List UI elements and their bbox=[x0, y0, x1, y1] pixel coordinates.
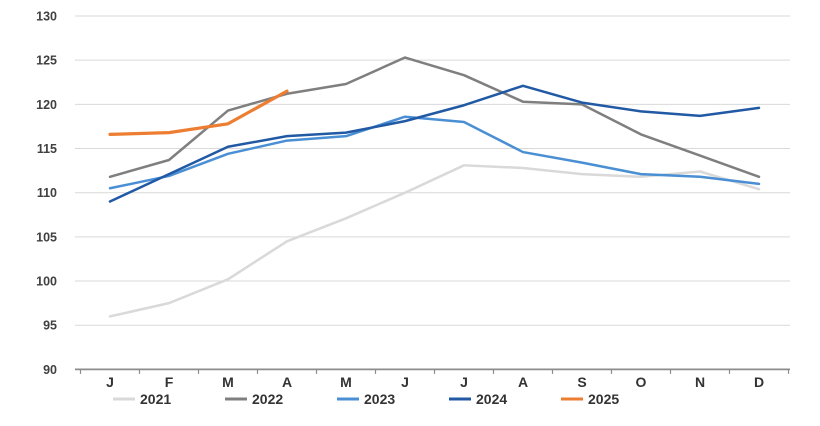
legend-label-2024: 2024 bbox=[476, 391, 507, 407]
legend-label-2021: 2021 bbox=[140, 391, 171, 407]
x-tick-label-10: O bbox=[636, 374, 647, 390]
y-tick-label-125: 125 bbox=[36, 54, 57, 68]
y-gridlines bbox=[75, 15, 790, 326]
y-tick-label-95: 95 bbox=[43, 319, 57, 333]
x-tick-label-9: S bbox=[577, 374, 586, 390]
series-line-2023 bbox=[108, 115, 761, 190]
x-tick-label-3: M bbox=[222, 374, 234, 390]
legend-item-2025: 2025 bbox=[561, 391, 619, 407]
x-tick-label-4: A bbox=[282, 374, 292, 390]
x-tick-label-1: J bbox=[106, 374, 114, 390]
x-tick-label-5: M bbox=[340, 374, 352, 390]
x-tick-label-8: A bbox=[518, 374, 528, 390]
chart-legend: 2021 2022 2023 2024 2025 bbox=[113, 391, 619, 407]
x-tick-label-6: J bbox=[401, 374, 409, 390]
x-tick-label-11: N bbox=[695, 374, 705, 390]
legend-label-2023: 2023 bbox=[364, 391, 395, 407]
x-tick-label-7: J bbox=[460, 374, 468, 390]
y-tick-label-105: 105 bbox=[36, 230, 57, 244]
legend-item-2022: 2022 bbox=[225, 391, 283, 407]
y-tick-label-120: 120 bbox=[36, 98, 57, 112]
legend-item-2021: 2021 bbox=[113, 391, 171, 407]
series-lines bbox=[108, 56, 761, 318]
x-tick-label-12: D bbox=[754, 374, 764, 390]
y-tick-label-110: 110 bbox=[37, 186, 57, 200]
legend-label-2022: 2022 bbox=[252, 391, 283, 407]
legend-label-2025: 2025 bbox=[588, 391, 619, 407]
y-tick-label-90: 90 bbox=[43, 363, 57, 377]
legend-item-2024: 2024 bbox=[449, 391, 507, 407]
series-line-2024 bbox=[108, 84, 761, 203]
y-tick-label-100: 100 bbox=[36, 275, 57, 289]
y-tick-label-130: 130 bbox=[36, 10, 57, 24]
x-axis bbox=[75, 368, 790, 374]
series-line-2021 bbox=[108, 164, 761, 318]
y-tick-label-115: 115 bbox=[37, 142, 57, 156]
x-tick-label-2: F bbox=[165, 374, 174, 390]
legend-item-2023: 2023 bbox=[337, 391, 395, 407]
y-axis-labels: 90 95 100 105 110 115 120 125 130 bbox=[36, 10, 57, 377]
series-line-2025 bbox=[108, 89, 289, 136]
series-line-2022 bbox=[108, 56, 761, 179]
